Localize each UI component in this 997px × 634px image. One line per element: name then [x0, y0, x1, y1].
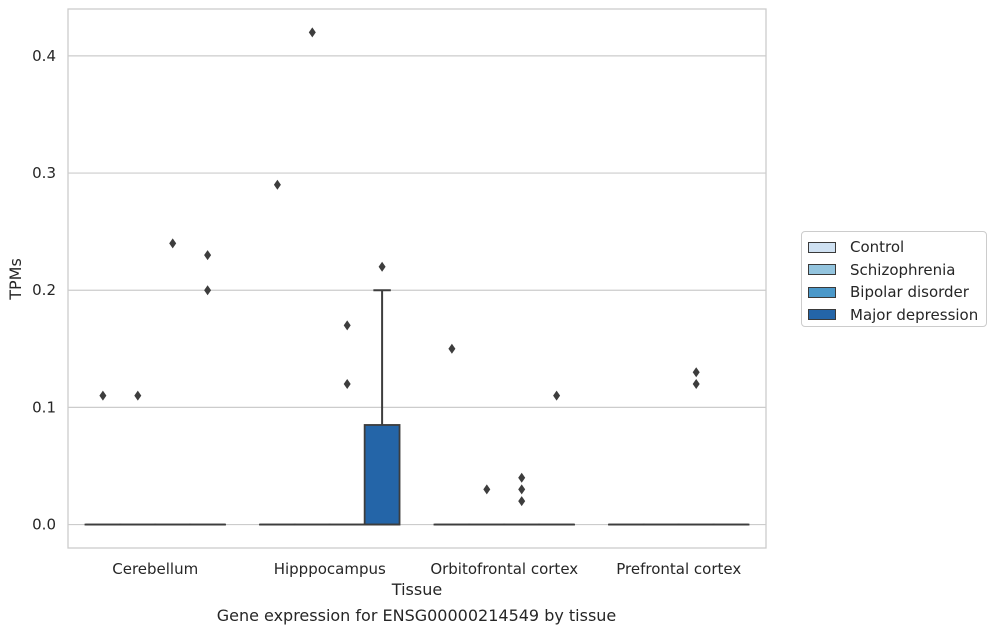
y-axis-ticks: 0.0 0.1 0.2 0.3 0.4 — [32, 47, 56, 534]
legend-label: Schizophrenia — [850, 260, 956, 279]
x-tick-label: Prefrontal cortex — [616, 560, 741, 578]
y-tick-label: 0.1 — [32, 398, 56, 416]
boxes — [84, 289, 750, 526]
y-axis-label: TPMs — [6, 258, 25, 301]
outlier-point — [692, 367, 700, 378]
legend-item: Major depression — [808, 304, 980, 327]
outlier-point — [169, 238, 177, 249]
legend-item: Bipolar disorder — [808, 281, 980, 304]
legend-label: Bipolar disorder — [850, 283, 969, 302]
outlier-point — [448, 343, 456, 354]
box — [363, 424, 401, 526]
outlier-point — [204, 285, 212, 296]
outlier-point — [343, 320, 351, 331]
y-tick-label: 0.3 — [32, 164, 56, 182]
legend-item: Control — [808, 236, 980, 259]
outlier-point — [378, 261, 386, 272]
outlier-point — [343, 378, 351, 389]
outlier-point — [518, 496, 526, 507]
x-axis-label: Tissue — [391, 580, 442, 599]
y-tick-label: 0.0 — [32, 516, 56, 534]
x-tick-label: Hipppocampus — [274, 560, 386, 578]
plot-area-frame — [67, 8, 767, 549]
y-tick-label: 0.2 — [32, 281, 56, 299]
legend-swatch — [808, 241, 836, 253]
gridlines — [68, 55, 766, 526]
outliers — [99, 27, 700, 507]
legend-item: Schizophrenia — [808, 259, 980, 282]
x-tick-label: Orbitofrontal cortex — [430, 560, 578, 578]
legend-swatch — [808, 286, 836, 298]
legend-swatch — [808, 264, 836, 276]
outlier-point — [99, 390, 107, 401]
legend: Control Schizophrenia Bipolar disorder Majo… — [801, 231, 987, 327]
legend-swatch — [808, 309, 836, 321]
chart-caption: Gene expression for ENSG00000214549 by t… — [216, 606, 617, 625]
legend-label: Major depression — [850, 305, 979, 324]
legend-label: Control — [850, 238, 905, 257]
outlier-point — [308, 27, 316, 38]
outlier-point — [134, 390, 142, 401]
outlier-point — [204, 250, 212, 261]
x-axis-ticks: Cerebellum Hipppocampus Orbitofrontal cort… — [112, 560, 741, 578]
outlier-point — [518, 484, 526, 495]
x-tick-label: Cerebellum — [112, 560, 198, 578]
outlier-point — [692, 378, 700, 389]
outlier-point — [273, 179, 281, 190]
outlier-point — [553, 390, 561, 401]
y-tick-label: 0.4 — [32, 47, 56, 65]
outlier-point — [483, 484, 491, 495]
outlier-point — [518, 472, 526, 483]
